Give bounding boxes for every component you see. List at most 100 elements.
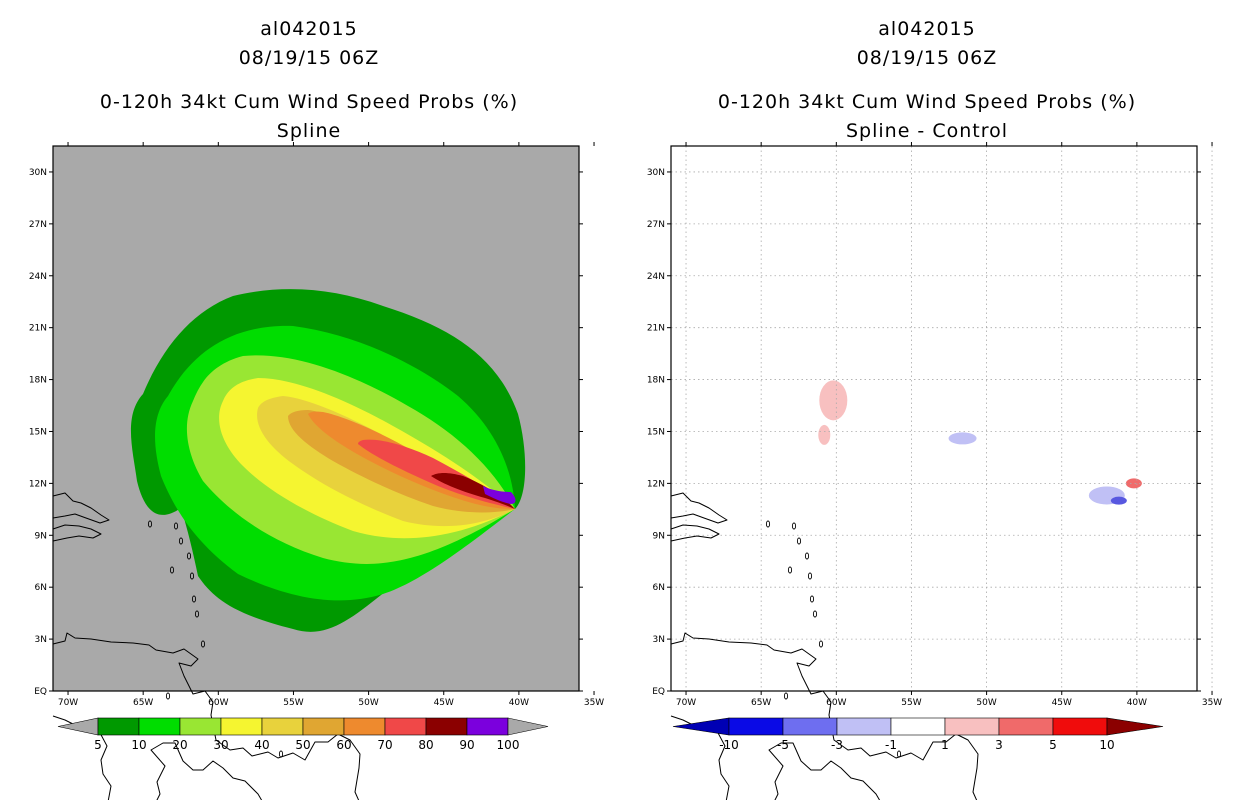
y-tick-label: 15N [29, 427, 47, 437]
x-tick-label: 40W [1127, 698, 1147, 708]
colorbar-swatch [782, 717, 838, 736]
island [200, 640, 206, 648]
colorbar-swatch [836, 717, 892, 736]
right-title-product: 0-120h 34kt Cum Wind Speed Probs (%) [717, 91, 1137, 113]
x-tick-label: 65W [133, 698, 153, 708]
gridlines [671, 146, 1213, 691]
coastline [670, 715, 881, 800]
difference-anomalies [818, 380, 1142, 505]
colorbar-swatch [425, 717, 468, 736]
island [791, 522, 797, 530]
colorbar-label: -5 [777, 738, 789, 752]
plot-border [670, 145, 1198, 692]
coastline [670, 492, 728, 524]
right-chart-panel: al042015 08/19/15 06Z 0-120h 34kt Cum Wi… [618, 0, 1236, 800]
y-tick-label: 18N [29, 376, 47, 386]
island [191, 595, 197, 603]
island [787, 566, 793, 574]
x-tick-label: 45W [1052, 698, 1072, 708]
colorbar-swatch [261, 717, 304, 736]
island [194, 610, 200, 618]
coastline [52, 632, 361, 800]
island [189, 572, 195, 580]
plot-border [52, 145, 580, 692]
right-title-date: 08/19/15 06Z [856, 47, 998, 69]
island [783, 692, 789, 700]
coastline [670, 524, 720, 542]
y-tick-label: 21N [647, 324, 665, 334]
x-tick-label: 50W [976, 698, 996, 708]
y-tick-label: 24N [647, 272, 665, 282]
left-title-subtitle: Spline [276, 120, 342, 142]
y-tick-label: 27N [647, 220, 665, 230]
colorbar-label: 3 [995, 738, 1003, 752]
anomaly-negative [1110, 496, 1127, 505]
y-tick-label: 3N [653, 635, 665, 645]
x-tick-label: 50W [358, 698, 378, 708]
y-tick-label: 18N [647, 376, 665, 386]
y-tick-label: 12N [647, 479, 665, 489]
x-tick-label: 60W [826, 698, 846, 708]
colorbar-label: -1 [885, 738, 897, 752]
island [169, 566, 175, 574]
colorbar-swatch [179, 717, 222, 736]
coastlines [670, 492, 979, 800]
y-tick-label: 6N [653, 583, 665, 593]
colorbar-swatch [220, 717, 263, 736]
x-tick-label: 55W [901, 698, 921, 708]
colorbar-swatch [97, 717, 140, 736]
colorbar-label: 50 [295, 738, 310, 752]
colorbar-label: 10 [1099, 738, 1114, 752]
x-tick-label: 60W [208, 698, 228, 708]
x-tick-label: 55W [283, 698, 303, 708]
island [278, 750, 284, 758]
colorbar-left-cap [672, 717, 730, 736]
y-tick-label: 21N [29, 324, 47, 334]
colorbar-swatch [998, 717, 1054, 736]
plot-area: 70W 65W 60W 55W 50W 45W 40W 35W EQ 3N 6N 9N 12N 15N 18… [647, 142, 1222, 800]
colorbar-swatch [944, 717, 1000, 736]
anomaly-positive [818, 424, 831, 445]
y-tick-label: 30N [647, 168, 665, 178]
colorbar-swatch [343, 717, 386, 736]
island [178, 537, 184, 545]
colorbar-label: 60 [336, 738, 351, 752]
colorbar-label: 20 [172, 738, 187, 752]
y-tick-label: 12N [29, 479, 47, 489]
island [173, 522, 179, 530]
plot-background [671, 146, 1197, 691]
colorbar-swatch [728, 717, 784, 736]
colorbar-swatch [138, 717, 181, 736]
colorbar-label: -10 [719, 738, 739, 752]
probability-contours [130, 289, 526, 632]
colorbar-right-cap [507, 717, 549, 736]
island [807, 572, 813, 580]
colorbar-label: 1 [941, 738, 949, 752]
x-tick-label: 45W [434, 698, 454, 708]
y-tick-label: 3N [35, 635, 47, 645]
colorbar-label: 70 [377, 738, 392, 752]
colorbar: 5 10 20 30 40 50 60 70 80 90 100 [57, 717, 549, 752]
anomaly-negative [948, 432, 977, 445]
coastline [52, 715, 263, 800]
island [765, 520, 771, 528]
x-tick-label: 40W [509, 698, 529, 708]
right-title-subtitle: Spline - Control [845, 120, 1009, 142]
island [896, 750, 902, 758]
left-title-product: 0-120h 34kt Cum Wind Speed Probs (%) [99, 91, 519, 113]
island [796, 537, 802, 545]
y-tick-label: 27N [29, 220, 47, 230]
colorbar-swatch [1052, 717, 1108, 736]
island [804, 552, 810, 560]
coastline [670, 632, 979, 800]
colorbar-label: -3 [831, 738, 843, 752]
y-tick-label: 15N [647, 427, 665, 437]
y-tick-label: EQ [34, 687, 47, 697]
colorbar-right-cap [1106, 717, 1164, 736]
island [809, 595, 815, 603]
x-tick-label: 70W [58, 698, 78, 708]
contour-90 [483, 486, 516, 504]
plot-area: 70W 65W 60W 55W 50W 45W 40W 35W EQ 3N 6N 9N 12N 15N 18… [29, 142, 604, 800]
y-tick-label: 24N [29, 272, 47, 282]
axes: 70W 65W 60W 55W 50W 45W 40W 35W EQ 3N 6N 9N 12N 15N 18… [647, 142, 1222, 708]
